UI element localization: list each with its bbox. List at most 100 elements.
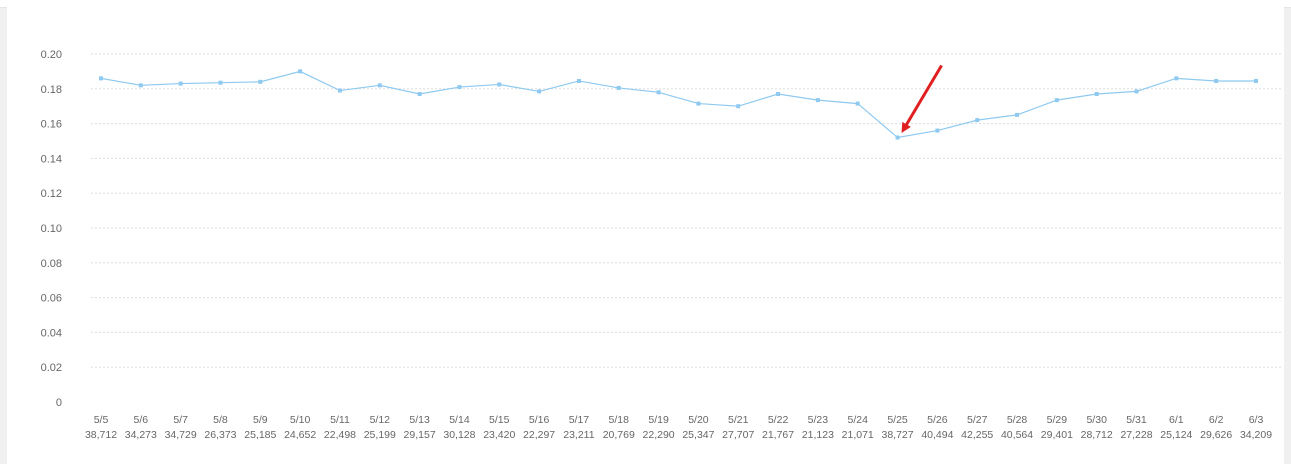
x-tick-sublabel: 34,273 (125, 429, 157, 441)
x-tick-label: 5/28 (1007, 414, 1028, 426)
data-point (258, 79, 263, 84)
y-tick-label: 0.12 (41, 188, 62, 200)
x-tick-label: 5/11 (330, 414, 350, 426)
x-tick-label: 5/13 (409, 414, 430, 426)
x-tick-sublabel: 23,420 (483, 429, 515, 441)
annotation-layer (901, 64, 943, 133)
data-point (1174, 76, 1179, 81)
data-point (138, 83, 143, 88)
annotation-arrow (901, 64, 943, 133)
y-tick-label: 0.08 (41, 258, 62, 270)
x-tick-sublabel: 29,626 (1200, 429, 1232, 441)
x-tick-label: 5/7 (173, 414, 188, 426)
x-tick-label: 5/31 (1126, 414, 1147, 426)
data-point (616, 85, 621, 90)
data-point (537, 89, 542, 94)
x-tick-label: 5/22 (768, 414, 789, 426)
data-point (696, 101, 701, 106)
x-tick-label: 5/29 (1047, 414, 1068, 426)
y-tick-label: 0.02 (41, 362, 62, 374)
x-tick-sublabel: 38,727 (881, 429, 913, 441)
series-line (100, 70, 1256, 139)
x-tick-sublabel: 23,211 (563, 429, 594, 441)
x-tick-sublabel: 40,494 (921, 429, 953, 441)
x-tick-sublabel: 22,498 (324, 429, 356, 441)
x-tick-sublabel: 21,767 (762, 429, 794, 441)
x-tick-label: 5/8 (213, 414, 228, 426)
data-point (218, 80, 223, 85)
x-tick-sublabel: 22,297 (523, 429, 555, 441)
x-tick-sublabel: 27,707 (722, 429, 754, 441)
x-tick-sublabel: 30,128 (443, 429, 475, 441)
x-tick-sublabel: 25,347 (682, 429, 714, 441)
data-point (497, 82, 502, 87)
x-tick-sublabel: 21,071 (842, 429, 874, 441)
x-tick-sublabel: 40,564 (1001, 429, 1033, 441)
data-point (337, 88, 342, 93)
x-tick-label: 6/3 (1249, 414, 1264, 426)
data-point (975, 118, 980, 123)
data-point (576, 78, 581, 83)
x-tick-sublabel: 22,290 (643, 429, 675, 441)
data-point (1015, 112, 1020, 117)
x-tick-label: 5/25 (887, 414, 908, 426)
x-tick-sublabel: 26,373 (204, 429, 236, 441)
x-tick-sublabel: 24,652 (284, 429, 316, 441)
x-tick-label: 5/15 (489, 414, 510, 426)
data-point (298, 69, 303, 74)
x-tick-sublabel: 29,401 (1041, 429, 1073, 441)
y-axis: 0 0.02 0.04 0.06 0.08 0.10 0.12 0.14 0.16 0.18 0.2… (41, 49, 62, 409)
series-layer (99, 69, 1258, 140)
data-point (1094, 92, 1099, 97)
x-tick-label: 5/9 (253, 414, 268, 426)
x-tick-label: 5/19 (648, 414, 669, 426)
data-point (736, 104, 741, 109)
y-tick-label: 0.10 (41, 223, 62, 235)
data-point (656, 90, 661, 95)
x-tick-label: 5/26 (927, 414, 948, 426)
data-point (895, 135, 900, 140)
x-tick-label: 5/21 (728, 414, 749, 426)
x-tick-label: 5/20 (688, 414, 709, 426)
x-tick-sublabel: 25,185 (244, 429, 276, 441)
x-tick-label: 5/17 (569, 414, 590, 426)
data-point (417, 92, 422, 97)
data-point (178, 81, 183, 86)
data-point (1254, 78, 1258, 83)
x-tick-label: 5/18 (609, 414, 630, 426)
x-tick-sublabel: 25,124 (1160, 429, 1192, 441)
data-point (99, 76, 103, 81)
x-tick-sublabel: 28,712 (1081, 429, 1113, 441)
data-point (935, 128, 940, 133)
x-tick-sublabel: 38,712 (85, 429, 117, 441)
y-tick-label: 0.04 (41, 327, 62, 339)
x-tick-label: 6/2 (1209, 414, 1224, 426)
x-tick-label: 5/14 (449, 414, 470, 426)
data-point (1134, 89, 1139, 94)
y-tick-label: 0.16 (41, 119, 62, 131)
x-tick-sublabel: 34,729 (165, 429, 197, 441)
y-tick-label: 0.20 (41, 49, 62, 61)
x-tick-label: 6/1 (1169, 414, 1184, 426)
y-tick-label: 0.14 (41, 153, 62, 165)
x-tick-sublabel: 21,123 (802, 429, 834, 441)
x-tick-sublabel: 25,199 (364, 429, 396, 441)
x-tick-label: 5/24 (848, 414, 869, 426)
y-tick-label: 0.18 (41, 84, 62, 96)
data-point (776, 92, 781, 97)
x-tick-label: 5/16 (529, 414, 550, 426)
x-tick-sublabel: 42,255 (961, 429, 993, 441)
y-tick-label: 0 (56, 397, 62, 409)
data-point (377, 83, 382, 88)
x-tick-label: 5/6 (134, 414, 149, 426)
x-tick-sublabel: 20,769 (603, 429, 635, 441)
data-point (815, 98, 820, 103)
grid-lines (91, 53, 1282, 368)
x-tick-sublabel: 34,209 (1240, 429, 1272, 441)
x-axis: 5/5 38,712 5/6 34,273 5/7 34,729 5/8 26,373 5/9 2… (85, 414, 1272, 441)
data-point (457, 85, 462, 90)
data-point (1054, 98, 1059, 103)
x-tick-label: 5/10 (290, 414, 311, 426)
y-tick-label: 0.06 (41, 293, 62, 305)
